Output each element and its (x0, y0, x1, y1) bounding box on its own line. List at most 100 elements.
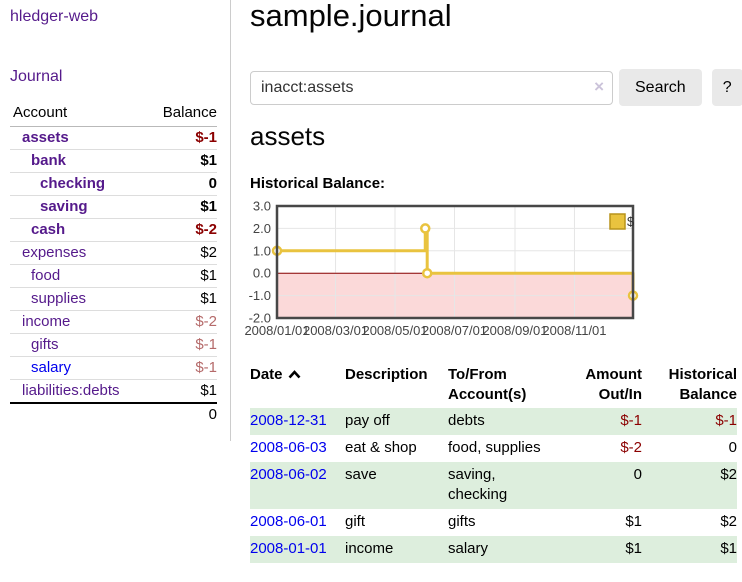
register-table: Date Description To/From Account(s) Amou… (250, 362, 737, 563)
account-balance: $1 (145, 264, 217, 288)
transaction-date-link[interactable]: 2008-06-03 (250, 439, 327, 456)
account-name-cell: saving (10, 195, 146, 219)
account-link[interactable]: income (22, 313, 71, 330)
register-amount: $1 (625, 513, 642, 530)
register-date-cell: 2008-01-01 (250, 536, 345, 563)
account-balance: $1 (145, 195, 217, 219)
register-row: 2008-06-03 eat & shop food, supplies $-2 0 (250, 435, 737, 462)
search-bar: × Search ? (250, 69, 742, 106)
account-balance: $-1 (145, 333, 217, 357)
account-balance: $1 (145, 149, 217, 173)
register-description: gift (345, 513, 366, 530)
account-row: assets $-1 (10, 127, 217, 150)
account-row: liabilities:debts $1 (10, 379, 217, 403)
svg-text:2008/09/01: 2008/09/01 (482, 323, 547, 338)
account-name-cell: bank (10, 149, 146, 173)
sidebar-item-journal[interactable]: Journal (10, 68, 63, 85)
account-link[interactable]: cash (31, 221, 66, 238)
register-header-date[interactable]: Date (250, 362, 345, 408)
register-accounts: saving, checking (448, 466, 508, 503)
register-row: 2008-06-01 gift gifts $1 $2 (250, 509, 737, 536)
svg-text:2008/07/01: 2008/07/01 (422, 323, 487, 338)
accounts-total-value: 0 (145, 402, 217, 426)
svg-text:2008/01/01: 2008/01/01 (244, 323, 309, 338)
account-row: income $-2 (10, 310, 217, 334)
search-input-wrap: × (250, 70, 613, 105)
register-amount: $-2 (620, 439, 642, 456)
account-name-cell: liabilities:debts (10, 379, 146, 403)
svg-text:2008/03/01: 2008/03/01 (303, 323, 368, 338)
sort-asc-icon (288, 370, 300, 379)
account-link[interactable]: assets (22, 129, 69, 146)
register-balance: $1 (720, 540, 737, 557)
sidebar: hledger-web Journal Account Balance asse… (0, 0, 231, 441)
account-link[interactable]: bank (31, 152, 67, 169)
register-section: Date Description To/From Account(s) Amou… (250, 362, 737, 563)
account-balance: $-1 (195, 129, 217, 146)
transaction-date-link[interactable]: 2008-01-01 (250, 540, 327, 557)
account-row: expenses $2 (10, 241, 217, 265)
svg-text:-2.0: -2.0 (249, 311, 271, 326)
register-accounts: food, supplies (448, 439, 541, 456)
clear-search-icon[interactable]: × (594, 76, 604, 96)
account-link[interactable]: liabilities:debts (22, 382, 120, 399)
account-name-cell: income (10, 310, 146, 334)
svg-text:2.0: 2.0 (253, 221, 271, 236)
register-row: 2008-01-01 income salary $1 $1 (250, 536, 737, 563)
svg-text:2008/11/01: 2008/11/01 (542, 323, 606, 338)
register-accounts: gifts (448, 513, 476, 530)
account-balance: $-2 (145, 218, 217, 242)
register-balance: 0 (728, 439, 737, 456)
search-button[interactable]: Search (619, 69, 702, 106)
transaction-date-link[interactable]: 2008-06-02 (250, 466, 327, 483)
accounts-table: Account Balance assets $-1 bank $1 checking 0… (10, 102, 217, 426)
account-name-cell: food (10, 264, 146, 288)
register-balance: $2 (720, 466, 737, 483)
account-name-cell: cash (10, 218, 146, 242)
register-date-cell: 2008-06-02 (250, 462, 345, 509)
svg-text:3.0: 3.0 (253, 199, 271, 214)
account-balance: $1 (145, 379, 217, 403)
account-link[interactable]: gifts (31, 336, 59, 353)
account-link[interactable]: salary (31, 359, 72, 376)
register-amount: 0 (633, 466, 642, 483)
register-header-row: Date Description To/From Account(s) Amou… (250, 362, 737, 408)
register-date-cell: 2008-06-01 (250, 509, 345, 536)
register-header-accounts: To/From Account(s) (448, 366, 527, 403)
help-button[interactable]: ? (711, 69, 742, 106)
account-row: saving $1 (10, 195, 217, 219)
register-date-cell: 2008-06-03 (250, 435, 345, 462)
svg-text:2008/05/01: 2008/05/01 (362, 323, 427, 338)
account-row: salary $-1 (10, 356, 217, 380)
account-row: cash $-2 (10, 218, 217, 242)
account-link[interactable]: expenses (22, 244, 87, 261)
search-input[interactable] (250, 70, 613, 105)
register-description: eat & shop (345, 439, 417, 456)
account-link[interactable]: saving (40, 198, 88, 215)
historical-balance-chart[interactable]: 3.0 2.0 1.0 0.0 -1.0 -2.0 2008/01/01 2008/03/01… (243, 199, 643, 347)
account-row: checking 0 (10, 172, 217, 196)
account-row: supplies $1 (10, 287, 217, 311)
account-name-cell: expenses (10, 241, 146, 265)
svg-text:-1.0: -1.0 (249, 288, 271, 303)
account-balance: 0 (145, 172, 217, 196)
register-description: income (345, 540, 394, 557)
account-name-cell: checking (10, 172, 146, 196)
account-link[interactable]: supplies (31, 290, 87, 307)
register-row: 2008-06-02 save saving, checking 0 $2 (250, 462, 737, 509)
app-brand-link[interactable]: hledger-web (10, 8, 99, 25)
svg-text:1.0: 1.0 (253, 243, 271, 258)
page-title: sample.journal (250, 0, 452, 33)
accounts-tbody: assets $-1 bank $1 checking 0 saving $1 cash $-2 e… (10, 127, 217, 426)
account-link[interactable]: checking (40, 175, 106, 192)
account-name-cell: gifts (10, 333, 146, 357)
register-balance: $2 (720, 513, 737, 530)
transaction-date-link[interactable]: 2008-12-31 (250, 412, 327, 429)
account-balance: $1 (145, 287, 217, 311)
svg-text:$: $ (627, 214, 635, 229)
account-row: gifts $-1 (10, 333, 217, 357)
transaction-date-link[interactable]: 2008-06-01 (250, 513, 327, 530)
register-header-amount: Amount Out/In (585, 366, 642, 403)
account-link[interactable]: food (31, 267, 61, 284)
account-heading: assets (250, 121, 326, 151)
